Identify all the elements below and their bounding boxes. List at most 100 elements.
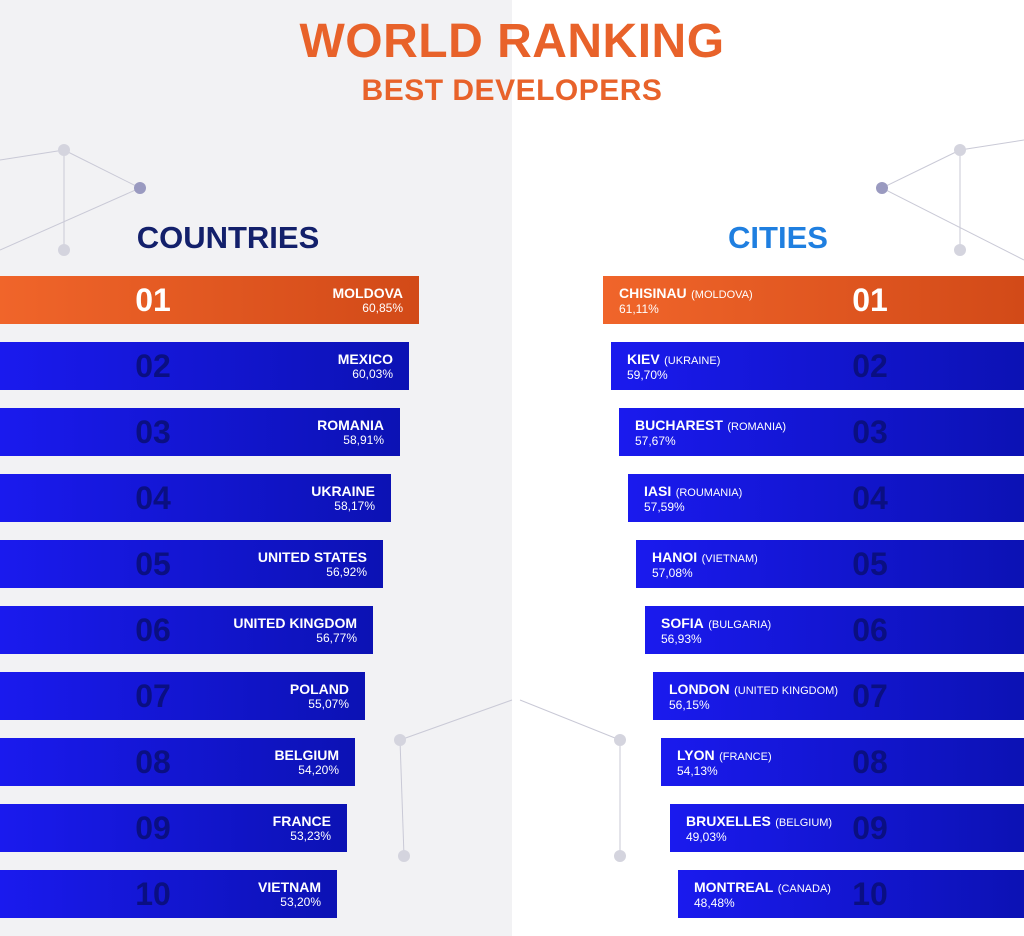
city-label: HANOI (VIETNAM) 57,08% xyxy=(652,550,758,580)
city-name: IASI xyxy=(644,483,672,499)
country-name: FRANCE xyxy=(272,813,331,829)
city-percentage: 61,11% xyxy=(619,302,659,316)
country-name: MEXICO xyxy=(337,351,393,367)
city-name: LONDON xyxy=(669,681,730,697)
city-bar: 09 BRUXELLES (BELGIUM) 49,03% xyxy=(670,804,1024,852)
country-name: BELGIUM xyxy=(274,747,339,763)
city-country: (BULGARIA) xyxy=(708,619,772,631)
city-country: (CANADA) xyxy=(777,883,831,895)
city-label: SOFIA (BULGARIA) 56,93% xyxy=(661,616,771,646)
city-percentage: 56,93% xyxy=(661,632,702,646)
country-bar: 09 FRANCE 53,23% xyxy=(0,804,347,852)
city-bar: 01 CHISINAU (MOLDOVA) 61,11% xyxy=(603,276,1024,324)
city-label: IASI (ROUMANIA) 57,59% xyxy=(644,484,742,514)
rank-number: 08 xyxy=(135,744,171,780)
city-percentage: 57,67% xyxy=(635,434,676,448)
country-label: ROMANIA 58,91% xyxy=(317,418,384,447)
country-bar: 07 POLAND 55,07% xyxy=(0,672,365,720)
rank-number: 05 xyxy=(852,546,888,582)
city-name: SOFIA xyxy=(661,615,704,631)
country-name: ROMANIA xyxy=(317,417,384,433)
country-percentage: 56,92% xyxy=(326,565,367,579)
country-name: VIETNAM xyxy=(258,879,321,895)
country-name: UNITED KINGDOM xyxy=(233,615,357,631)
city-country: (ROUMANIA) xyxy=(675,487,743,499)
city-bar: 03 BUCHAREST (ROMANIA) 57,67% xyxy=(619,408,1024,456)
city-label: BRUXELLES (BELGIUM) 49,03% xyxy=(686,814,832,844)
country-label: VIETNAM 53,20% xyxy=(258,880,321,909)
country-percentage: 53,20% xyxy=(280,895,321,909)
page-subtitle: BEST DEVELOPERS xyxy=(361,74,663,107)
city-bar: 08 LYON (FRANCE) 54,13% xyxy=(661,738,1024,786)
rank-number: 08 xyxy=(852,744,888,780)
country-percentage: 53,23% xyxy=(290,829,331,843)
country-bar: 02 MEXICO 60,03% xyxy=(0,342,409,390)
rank-number: 03 xyxy=(852,414,888,450)
city-percentage: 57,08% xyxy=(652,566,693,580)
rank-number: 10 xyxy=(135,876,171,912)
country-label: FRANCE 53,23% xyxy=(273,814,331,843)
country-name: POLAND xyxy=(289,681,349,697)
city-bar: 06 SOFIA (BULGARIA) 56,93% xyxy=(645,606,1024,654)
city-percentage: 57,59% xyxy=(644,500,685,514)
rank-number: 01 xyxy=(852,282,888,318)
page-title: WORLD RANKING xyxy=(299,15,725,68)
city-bar: 04 IASI (ROUMANIA) 57,59% xyxy=(628,474,1024,522)
rank-number: 02 xyxy=(852,348,888,384)
country-percentage: 60,85% xyxy=(362,301,403,315)
city-country: (BELGIUM) xyxy=(775,817,833,829)
rank-number: 06 xyxy=(852,612,888,648)
city-name: BRUXELLES xyxy=(686,813,771,829)
rank-number: 06 xyxy=(135,612,171,648)
country-name: MOLDOVA xyxy=(332,285,403,301)
city-name: KIEV xyxy=(627,351,660,367)
city-name: MONTREAL xyxy=(694,879,774,895)
country-bar: 04 UKRAINE 58,17% xyxy=(0,474,391,522)
country-percentage: 56,77% xyxy=(316,631,357,645)
city-country: (VIETNAM) xyxy=(701,553,758,565)
country-label: MEXICO 60,03% xyxy=(338,352,393,381)
country-name: UNITED STATES xyxy=(257,549,367,565)
city-name: CHISINAU xyxy=(619,285,687,301)
city-bar: 02 KIEV (UKRAINE) 59,70% xyxy=(611,342,1024,390)
country-label: UNITED KINGDOM 56,77% xyxy=(233,616,357,645)
rank-number: 10 xyxy=(852,876,888,912)
country-bar: 08 BELGIUM 54,20% xyxy=(0,738,355,786)
city-country: (FRANCE) xyxy=(719,751,772,763)
city-bar: 10 MONTREAL (CANADA) 48,48% xyxy=(678,870,1024,918)
city-label: LONDON (UNITED KINGDOM) 56,15% xyxy=(669,682,838,712)
city-bar: 05 HANOI (VIETNAM) 57,08% xyxy=(636,540,1024,588)
city-label: MONTREAL (CANADA) 48,48% xyxy=(694,880,831,910)
city-percentage: 56,15% xyxy=(669,698,710,712)
country-percentage: 58,91% xyxy=(343,433,384,447)
city-bar: 07 LONDON (UNITED KINGDOM) 56,15% xyxy=(653,672,1024,720)
rank-number: 07 xyxy=(135,678,171,714)
rank-number: 05 xyxy=(135,546,171,582)
country-label: UNITED STATES 56,92% xyxy=(258,550,367,579)
city-name: BUCHAREST xyxy=(635,417,723,433)
city-country: (MOLDOVA) xyxy=(691,289,753,301)
country-percentage: 54,20% xyxy=(298,763,339,777)
city-percentage: 48,48% xyxy=(694,896,735,910)
country-bar: 03 ROMANIA 58,91% xyxy=(0,408,400,456)
city-label: LYON (FRANCE) 54,13% xyxy=(677,748,772,778)
country-bar: 06 UNITED KINGDOM 56,77% xyxy=(0,606,373,654)
city-country: (UKRAINE) xyxy=(664,355,721,367)
city-country: (ROMANIA) xyxy=(727,421,787,433)
country-label: UKRAINE 58,17% xyxy=(311,484,375,513)
country-name: UKRAINE xyxy=(311,483,375,499)
city-percentage: 59,70% xyxy=(627,368,668,382)
rank-number: 09 xyxy=(852,810,888,846)
city-label: KIEV (UKRAINE) 59,70% xyxy=(627,352,720,382)
rank-number: 02 xyxy=(135,348,171,384)
rank-number: 04 xyxy=(135,480,171,516)
city-label: CHISINAU (MOLDOVA) 61,11% xyxy=(619,286,753,316)
country-bar: 10 VIETNAM 53,20% xyxy=(0,870,337,918)
city-country: (UNITED KINGDOM) xyxy=(734,685,839,697)
cities-heading: CITIES xyxy=(728,220,828,255)
city-name: HANOI xyxy=(652,549,698,565)
country-percentage: 58,17% xyxy=(334,499,375,513)
countries-heading: COUNTRIES xyxy=(136,220,320,255)
city-label: BUCHAREST (ROMANIA) 57,67% xyxy=(635,418,786,448)
